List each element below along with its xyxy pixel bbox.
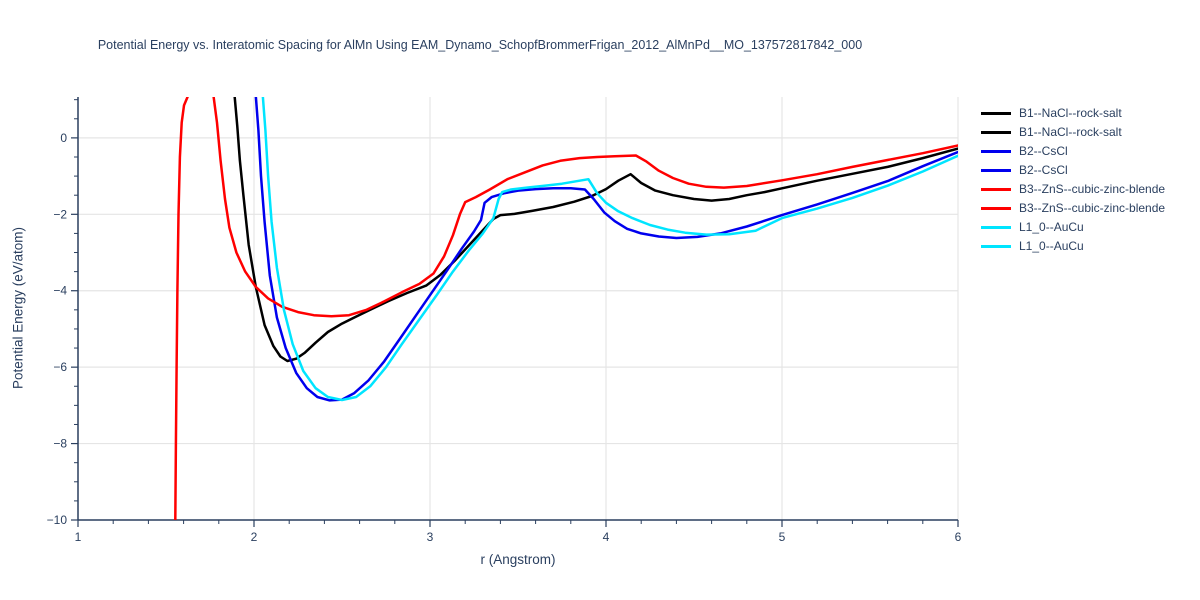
- y-tick-label: −4: [53, 284, 67, 298]
- x-tick-label: 1: [75, 530, 82, 544]
- x-axis-title: r (Angstrom): [480, 552, 556, 567]
- series-curve-3: [261, 97, 958, 402]
- legend-line-swatch: [981, 206, 1011, 210]
- legend-line-swatch: [981, 168, 1011, 172]
- legend-item[interactable]: L1_0--AuCu: [981, 239, 1165, 253]
- x-tick-label: 4: [603, 530, 610, 544]
- y-tick-label: −8: [53, 437, 67, 451]
- y-tick-label: −10: [47, 513, 68, 527]
- legend: B1--NaCl--rock-salt B1--NaCl--rock-salt B2…: [981, 106, 1165, 253]
- legend-label: L1_0--AuCu: [1019, 220, 1084, 234]
- legend-label: B3--ZnS--cubic-zinc-blende: [1019, 201, 1166, 215]
- legend-line-swatch: [981, 244, 1011, 248]
- x-tick-label: 3: [427, 530, 434, 544]
- legend-label: B2--CsCl: [1019, 144, 1068, 158]
- chart-title: Potential Energy vs. Interatomic Spacing…: [97, 38, 863, 52]
- legend-item[interactable]: B3--ZnS--cubic-zinc-blende: [981, 182, 1165, 196]
- series-curve-1: [254, 97, 958, 402]
- legend-line-swatch: [981, 225, 1011, 229]
- series-curve-2: [174, 97, 189, 520]
- y-tick-label: −2: [53, 207, 67, 221]
- y-axis-title: Potential Energy (eV/atom): [10, 226, 26, 390]
- series-curve-2: [212, 97, 958, 318]
- legend-item[interactable]: B2--CsCl: [981, 163, 1165, 177]
- plot-area[interactable]: [174, 96, 958, 520]
- y-tick-label: 0: [60, 131, 67, 145]
- legend-label: B1--NaCl--rock-salt: [1019, 106, 1122, 120]
- legend-item[interactable]: B2--CsCl: [981, 144, 1165, 158]
- x-tick-label: 5: [779, 530, 786, 544]
- legend-item[interactable]: L1_0--AuCu: [981, 220, 1165, 234]
- legend-line-swatch: [981, 187, 1011, 191]
- legend-label: B2--CsCl: [1019, 163, 1068, 177]
- legend-line-swatch: [981, 130, 1011, 134]
- x-tick-label: 6: [955, 530, 962, 544]
- legend-item[interactable]: B1--NaCl--rock-salt: [981, 125, 1165, 139]
- series-curve-0: [233, 97, 958, 363]
- legend-item[interactable]: B3--ZnS--cubic-zinc-blende: [981, 201, 1165, 215]
- legend-item[interactable]: B1--NaCl--rock-salt: [981, 106, 1165, 120]
- x-tick-label: 2: [251, 530, 258, 544]
- legend-label: B3--ZnS--cubic-zinc-blende: [1019, 182, 1166, 196]
- legend-label: L1_0--AuCu: [1019, 239, 1084, 253]
- legend-line-swatch: [981, 111, 1011, 115]
- legend-line-swatch: [981, 149, 1011, 153]
- legend-label: B1--NaCl--rock-salt: [1019, 125, 1122, 139]
- y-tick-label: −6: [53, 360, 67, 374]
